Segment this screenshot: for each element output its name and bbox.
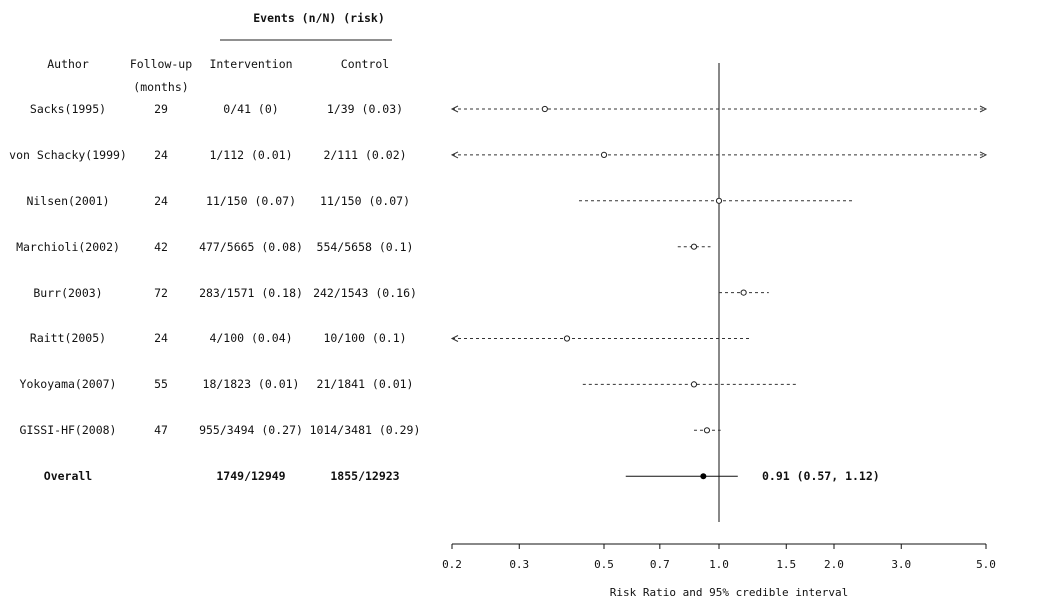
study-marker [582, 381, 797, 388]
point-estimate [600, 151, 608, 158]
overall-intervention: 1749/12949 [216, 469, 286, 483]
point-estimate [563, 335, 571, 342]
study-intervention: 1/112 (0.01) [209, 148, 293, 162]
ci-arrow-right [979, 151, 988, 159]
intervention-header: Intervention [209, 57, 293, 71]
overall-control: 1855/12923 [330, 469, 400, 483]
study-intervention: 4/100 (0.04) [209, 331, 293, 345]
study-followup: 24 [154, 148, 168, 162]
study-followup: 24 [154, 194, 168, 208]
study-author: GISSI-HF(2008) [19, 423, 117, 437]
study-followup: 55 [154, 377, 168, 391]
ci-arrow-right [979, 105, 988, 113]
followup-unit-header: (months) [133, 80, 189, 94]
x-tick-label: 5.0 [976, 558, 996, 571]
overall-summary-text: 0.91 (0.57, 1.12) [762, 469, 880, 483]
study-control: 11/150 (0.07) [319, 194, 411, 208]
study-author: Nilsen(2001) [26, 194, 110, 208]
x-tick-label: 2.0 [824, 558, 844, 571]
point-estimate [541, 105, 548, 113]
study-author: Yokoyama(2007) [19, 377, 117, 391]
author-header: Author [47, 57, 89, 71]
point-estimate [740, 289, 747, 296]
study-author: Raitt(2005) [29, 331, 107, 345]
study-intervention: 477/5665 (0.08) [199, 240, 303, 254]
overall-label: Overall [43, 469, 93, 483]
study-control: 21/1841 (0.01) [316, 377, 414, 391]
study-author: von Schacky(1999) [9, 148, 127, 162]
study-control: 1014/3481 (0.29) [309, 423, 421, 437]
point-estimate [703, 427, 711, 434]
study-followup: 24 [154, 331, 168, 345]
study-control: 554/5658 (0.1) [316, 240, 414, 254]
study-intervention: 18/1823 (0.01) [202, 377, 300, 391]
study-intervention: 955/3494 (0.27) [199, 423, 303, 437]
overall-point [700, 473, 707, 480]
study-marker [677, 243, 711, 250]
study-marker [450, 151, 988, 159]
study-followup: 42 [154, 240, 168, 254]
study-marker [719, 289, 769, 296]
study-author: Sacks(1995) [29, 102, 107, 116]
x-tick-label: 3.0 [891, 558, 911, 571]
study-intervention: 283/1571 (0.18) [199, 286, 303, 300]
x-axis-ticks: 0.2 0.3 0.5 0.7 1.0 1.5 2.0 3.0 5.0 [442, 544, 996, 571]
point-estimate [690, 243, 698, 250]
ci-arrow-left [450, 105, 459, 113]
study-followup: 72 [154, 286, 168, 300]
x-tick-label: 0.2 [442, 558, 462, 571]
study-control: 2/111 (0.02) [323, 148, 407, 162]
followup-header: Follow-up [129, 57, 193, 71]
x-tick-label: 1.5 [776, 558, 796, 571]
overall-marker [625, 473, 738, 480]
point-estimate [690, 381, 698, 388]
ci-arrow-left [450, 151, 459, 159]
study-control: 1/39 (0.03) [326, 102, 404, 116]
study-marker [450, 105, 988, 113]
study-intervention: 11/150 (0.07) [205, 194, 297, 208]
study-followup: 29 [154, 102, 168, 116]
point-estimate [715, 197, 723, 204]
ci-arrow-left [450, 335, 459, 342]
study-control: 242/1543 (0.16) [313, 286, 417, 300]
x-tick-label: 0.7 [650, 558, 670, 571]
study-control: 10/100 (0.1) [323, 331, 407, 345]
x-axis-label: Risk Ratio and 95% credible interval [610, 586, 848, 599]
study-markers [450, 105, 988, 434]
study-author: Burr(2003) [33, 286, 103, 300]
study-marker [578, 197, 854, 204]
x-tick-label: 1.0 [709, 558, 729, 571]
control-header: Control [340, 57, 390, 71]
study-followup: 47 [154, 423, 168, 437]
x-tick-label: 0.3 [509, 558, 529, 571]
events-header: Events (n/N) (risk) [253, 11, 385, 25]
study-author: Marchioli(2002) [16, 240, 120, 254]
study-marker [450, 335, 750, 342]
study-intervention: 0/41 (0) [223, 102, 279, 116]
x-tick-label: 0.5 [594, 558, 614, 571]
study-marker [693, 427, 721, 434]
